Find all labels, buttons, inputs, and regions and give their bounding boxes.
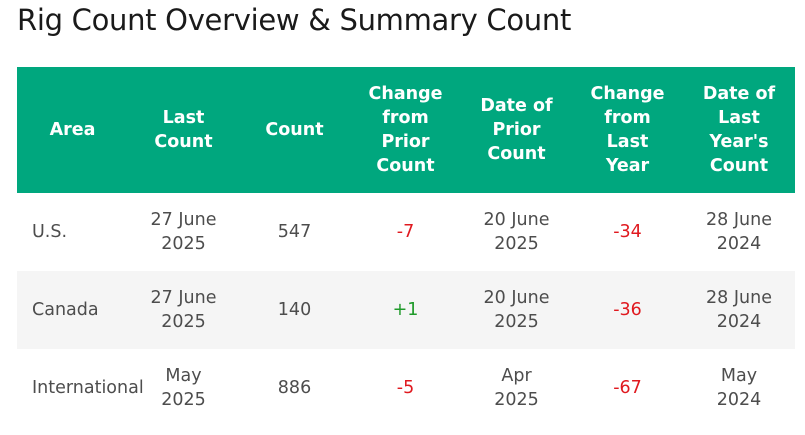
cell-date-last-year: 28 June 2024 <box>706 210 772 254</box>
header-last-count: Last Count <box>154 108 213 152</box>
cell-count: 886 <box>277 378 312 398</box>
cell-count: 140 <box>277 300 312 320</box>
cell-last-count: 27 June 2025 <box>150 210 217 254</box>
table-row: Canada 27 June 2025 140 +1 20 June 2025 … <box>17 271 795 349</box>
table-header: Area Last Count Count Change from Prior … <box>17 67 795 193</box>
cell-count: 547 <box>277 222 312 242</box>
cell-change-prior: +1 <box>392 300 419 320</box>
cell-date-last-year: May 2024 <box>716 366 762 410</box>
page-title: Rig Count Overview & Summary Count <box>17 3 572 37</box>
header-date-last-year: Date of Last Year's Count <box>702 84 776 176</box>
cell-date-prior: Apr 2025 <box>494 366 539 410</box>
cell-date-last-year: 28 June 2024 <box>706 288 772 332</box>
cell-date-prior: 20 June 2025 <box>483 288 550 332</box>
rig-count-table: Area Last Count Count Change from Prior … <box>17 67 795 427</box>
header-change-year: Change from Last Year <box>590 84 665 176</box>
header-change-prior: Change from Prior Count <box>368 84 443 176</box>
cell-change-year: -34 <box>613 222 642 242</box>
cell-area: U.S. <box>32 222 68 242</box>
cell-change-prior: -7 <box>396 222 415 242</box>
table-row: International May 2025 886 -5 Apr 2025 -… <box>17 349 795 427</box>
header-area: Area <box>49 120 96 140</box>
cell-date-prior: 20 June 2025 <box>483 210 550 254</box>
cell-last-count: May 2025 <box>161 366 206 410</box>
cell-last-count: 27 June 2025 <box>150 288 217 332</box>
cell-area: Canada <box>32 300 99 320</box>
header-date-prior: Date of Prior Count <box>480 96 553 164</box>
cell-change-prior: -5 <box>396 378 415 398</box>
cell-change-year: -67 <box>613 378 642 398</box>
cell-change-year: -36 <box>613 300 642 320</box>
cell-area: International <box>32 378 144 398</box>
table-row: U.S. 27 June 2025 547 -7 20 June 2025 -3… <box>17 193 795 271</box>
header-count: Count <box>265 120 324 140</box>
